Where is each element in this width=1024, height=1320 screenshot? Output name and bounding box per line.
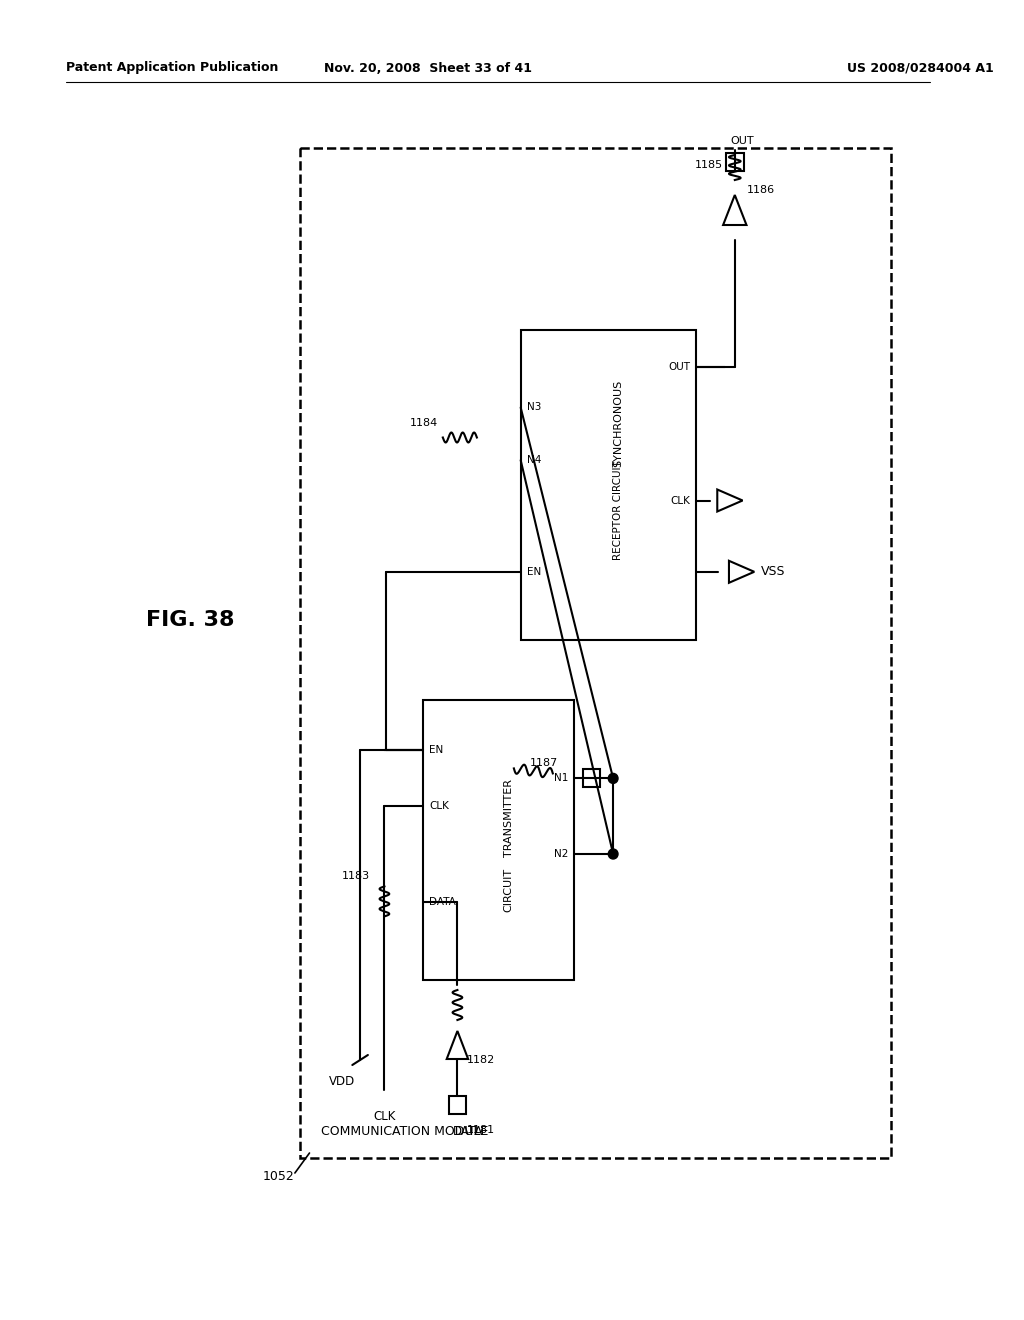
Text: OUT: OUT — [730, 136, 754, 147]
Text: VDD: VDD — [329, 1074, 355, 1088]
Text: CIRCUIT: CIRCUIT — [504, 869, 513, 912]
Text: COMMUNICATION MODULE: COMMUNICATION MODULE — [322, 1125, 488, 1138]
Circle shape — [608, 774, 618, 783]
Text: DATA: DATA — [453, 1125, 483, 1138]
Text: 1187: 1187 — [529, 759, 558, 768]
Text: TRANSMITTER: TRANSMITTER — [504, 779, 513, 857]
Bar — [300, 148, 892, 1158]
Text: RECEPTOR CIRCUIT: RECEPTOR CIRCUIT — [613, 459, 623, 560]
Text: OUT: OUT — [668, 362, 690, 372]
Circle shape — [608, 849, 618, 859]
Text: 1186: 1186 — [746, 185, 774, 195]
Bar — [449, 1096, 466, 1114]
Text: SYNCHRONOUS: SYNCHRONOUS — [613, 379, 623, 467]
Text: CLK: CLK — [373, 1110, 395, 1123]
Text: EN: EN — [526, 566, 541, 577]
Text: 1185: 1185 — [695, 160, 723, 170]
Text: EN: EN — [429, 746, 443, 755]
Polygon shape — [729, 561, 755, 583]
Text: N3: N3 — [526, 403, 541, 412]
Polygon shape — [446, 1031, 468, 1059]
Text: 1183: 1183 — [342, 871, 370, 882]
Polygon shape — [717, 490, 742, 511]
Polygon shape — [723, 195, 746, 224]
Text: Patent Application Publication: Patent Application Publication — [67, 62, 279, 74]
Text: 1052: 1052 — [263, 1170, 295, 1183]
Bar — [520, 330, 696, 640]
Text: FIG. 38: FIG. 38 — [145, 610, 234, 630]
Bar — [423, 700, 574, 979]
Text: 1181: 1181 — [467, 1125, 496, 1135]
Text: Nov. 20, 2008  Sheet 33 of 41: Nov. 20, 2008 Sheet 33 of 41 — [325, 62, 532, 74]
Text: VSS: VSS — [761, 565, 785, 578]
Text: N2: N2 — [554, 849, 568, 859]
Text: CLK: CLK — [670, 495, 690, 506]
Text: N4: N4 — [526, 455, 541, 465]
Text: US 2008/0284004 A1: US 2008/0284004 A1 — [847, 62, 993, 74]
Text: N1: N1 — [554, 774, 568, 783]
Bar — [583, 770, 600, 788]
Text: CLK: CLK — [429, 801, 450, 812]
Text: 1182: 1182 — [467, 1055, 496, 1065]
Text: DATA: DATA — [429, 896, 456, 907]
Bar — [726, 153, 743, 172]
Text: 1184: 1184 — [410, 417, 438, 428]
